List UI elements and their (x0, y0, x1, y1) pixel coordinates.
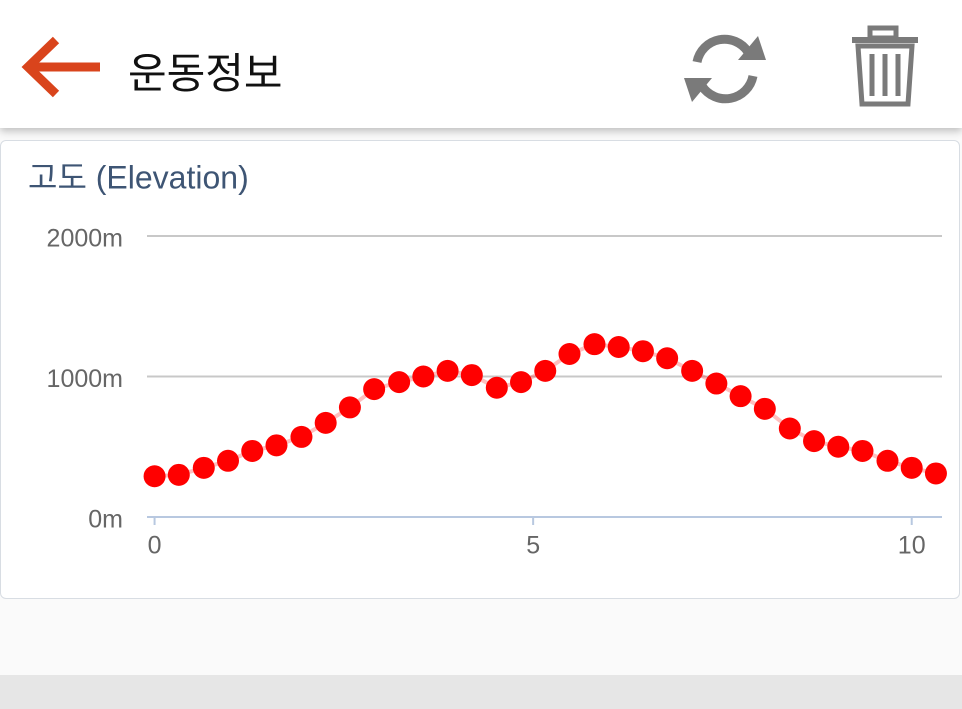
data-point (217, 449, 240, 472)
data-point (900, 456, 923, 479)
data-point (851, 439, 874, 462)
x-tick-label: 0 (148, 532, 162, 560)
y-tick-label: 1000m (47, 365, 123, 393)
data-point (631, 340, 654, 363)
screen-title: 운동정보 (128, 50, 283, 97)
refresh-button[interactable] (684, 34, 766, 104)
data-point (460, 364, 483, 387)
data-point (583, 333, 606, 356)
data-point (167, 463, 190, 486)
data-point (241, 439, 264, 462)
data-point (485, 376, 508, 399)
data-point (436, 359, 459, 382)
data-point (192, 456, 215, 479)
data-point (656, 347, 679, 370)
data-point (803, 430, 826, 453)
x-tick-label: 10 (898, 532, 926, 560)
data-point (314, 411, 337, 434)
data-point (705, 372, 728, 395)
data-point (510, 371, 533, 394)
data-point (729, 385, 752, 408)
data-point (338, 396, 361, 419)
data-point (827, 435, 850, 458)
y-tick-label: 0m (88, 506, 123, 534)
y-tick-label: 2000m (47, 225, 123, 253)
data-point (363, 378, 386, 401)
data-point (143, 465, 166, 488)
data-point (558, 343, 581, 366)
data-point (924, 462, 947, 485)
data-point (753, 397, 776, 420)
data-point (265, 434, 288, 457)
data-point (607, 335, 630, 358)
delete-button[interactable] (852, 25, 918, 107)
data-point (290, 425, 313, 448)
data-point (388, 371, 411, 394)
app-bar: 운동정보 (0, 0, 962, 128)
chart: 고도 (Elevation) 0m 1000m 2000m 0 5 10 (28, 159, 947, 560)
back-button[interactable] (21, 36, 100, 98)
data-point (534, 359, 557, 382)
chart-title: 고도 (Elevation) (28, 159, 249, 195)
x-tick-label: 5 (526, 532, 540, 560)
data-point (778, 417, 801, 440)
bottom-bar (0, 675, 962, 709)
app-bar-icons (21, 25, 918, 107)
data-point (412, 365, 435, 388)
data-point (876, 449, 899, 472)
data-point (681, 359, 704, 382)
